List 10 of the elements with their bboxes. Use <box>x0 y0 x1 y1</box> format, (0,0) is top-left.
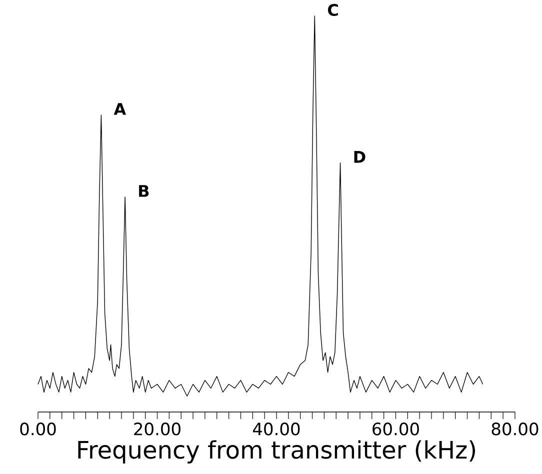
annotation: C <box>328 4 338 16</box>
x-tick-label: 80.00 <box>492 422 538 436</box>
annotation: D <box>354 151 366 163</box>
x-tick-label: 20.00 <box>134 422 180 436</box>
x-axis-title: Frequency from transmitter (kHz) <box>78 440 475 464</box>
x-tick-label: 60.00 <box>372 422 419 436</box>
annotation: B <box>139 185 149 197</box>
x-tick-label: 40.00 <box>252 422 300 436</box>
x-tick-label: 0.00 <box>20 422 56 436</box>
annotation: A <box>114 103 126 115</box>
